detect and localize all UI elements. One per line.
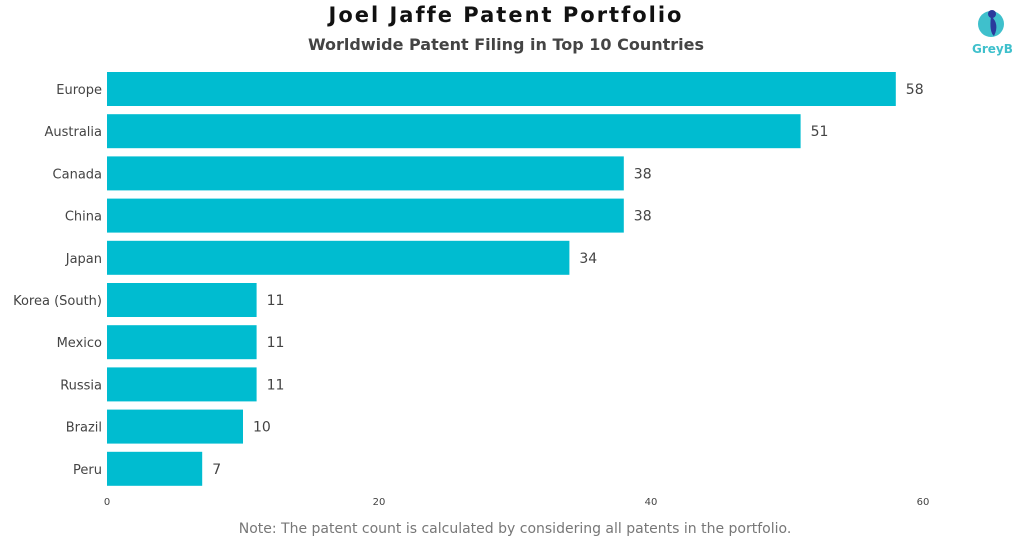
category-label: Canada <box>53 167 102 182</box>
greyb-logo-icon <box>978 10 1004 37</box>
data-label: 11 <box>267 293 285 309</box>
bar <box>107 156 624 191</box>
category-label: Brazil <box>66 421 102 436</box>
logo-text: GreyB <box>972 42 1013 56</box>
category-label: Australia <box>44 125 102 140</box>
data-label: 11 <box>267 377 285 393</box>
category-label: Russia <box>60 378 102 393</box>
data-label: 58 <box>906 82 924 98</box>
category-label: Japan <box>65 252 102 267</box>
bar <box>107 240 570 275</box>
bar <box>107 72 896 106</box>
bar <box>107 409 243 444</box>
bar <box>107 451 203 486</box>
x-tick-label: 60 <box>917 497 930 508</box>
data-label: 11 <box>267 335 285 351</box>
x-tick-label: 40 <box>645 497 658 508</box>
category-label: Mexico <box>57 336 102 351</box>
category-label: Europe <box>56 83 102 98</box>
data-label: 10 <box>253 420 271 436</box>
x-tick-label: 20 <box>373 497 386 508</box>
bar <box>107 283 257 317</box>
data-label: 7 <box>212 462 221 478</box>
chart-title: Joel Jaffe Patent Portfolio <box>328 3 684 27</box>
bar <box>107 325 257 360</box>
data-label: 51 <box>811 124 829 140</box>
bar <box>107 114 801 149</box>
chart-subtitle: Worldwide Patent Filing in Top 10 Countr… <box>307 35 705 54</box>
chart-note: Note: The patent count is calculated by … <box>238 521 792 537</box>
data-label: 38 <box>634 209 652 225</box>
category-label: China <box>65 210 102 225</box>
bar <box>107 198 624 233</box>
category-label: Korea (South) <box>13 294 102 309</box>
bar <box>107 367 257 402</box>
data-label: 34 <box>579 251 597 267</box>
x-tick-label: 0 <box>104 497 110 508</box>
category-label: Peru <box>73 463 102 478</box>
data-label: 38 <box>634 166 652 182</box>
